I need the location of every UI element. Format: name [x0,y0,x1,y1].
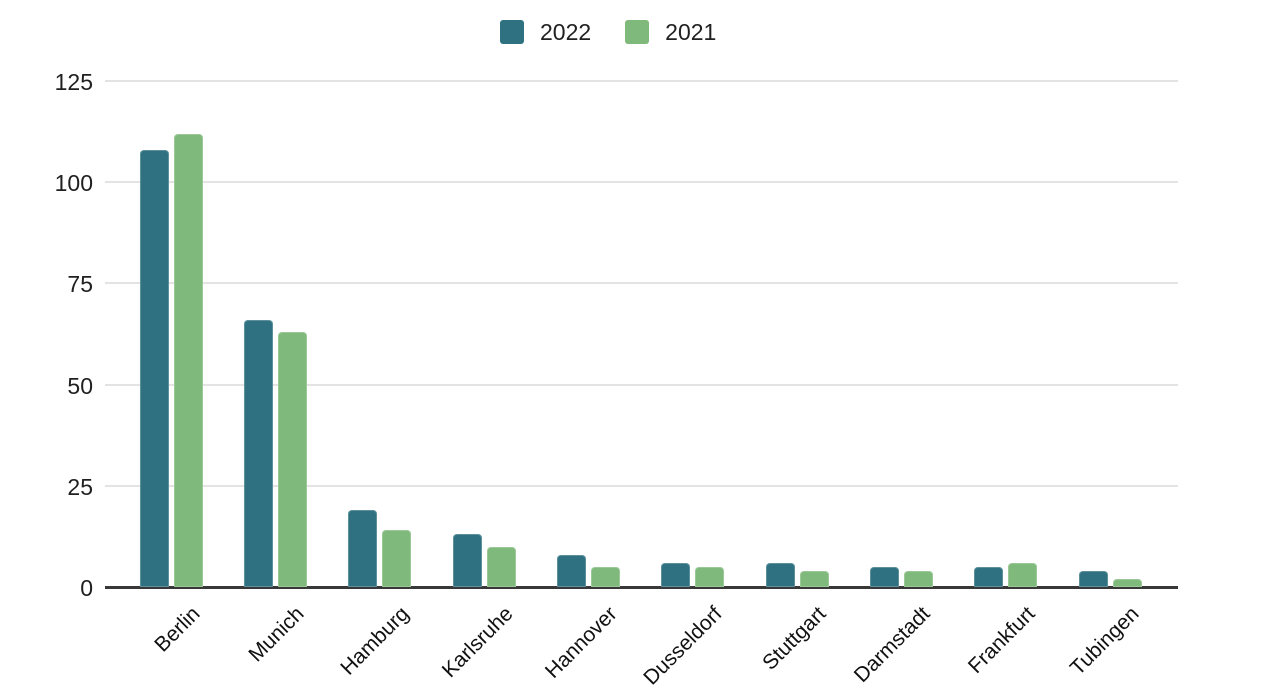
bar-frankfurt-2022[interactable] [974,566,1004,587]
bar-stuttgart-2022[interactable] [765,562,795,587]
gridline-75 [105,282,1178,285]
bar-frankfurt-2021[interactable] [1008,562,1038,587]
x-axis-label-hamburg: Hamburg [335,602,414,680]
x-axis-label-berlin: Berlin [150,602,205,657]
y-axis-tick-label-0: 0 [80,575,93,601]
x-axis-label-tubingen: Tubingen [1066,602,1144,680]
bar-stuttgart-2021[interactable] [799,570,829,587]
bar-hamburg-2022[interactable] [348,510,378,587]
legend-item-2022: 2022 [500,20,591,44]
bar-tubingen-2021[interactable] [1112,578,1142,587]
legend-label-2022: 2022 [540,19,592,45]
bar-karlsruhe-2021[interactable] [486,546,516,587]
x-axis-label-karlsruhe: Karlsruhe [437,602,518,683]
bar-berlin-2022[interactable] [139,149,169,587]
gridline-100 [105,181,1178,184]
y-axis-tick-label-75: 75 [67,271,93,298]
legend-swatch-2021 [625,20,650,44]
plot-area: 0 25 50 75 100 125 Berlin Munich Hamburg Karlsruh… [55,69,1178,690]
x-axis-line [105,586,1178,589]
bar-darmstadt-2022[interactable] [869,566,899,587]
x-axis-label-dusseldorf: Dusseldorf [639,602,727,690]
bar-karlsruhe-2022[interactable] [452,534,482,587]
chart-legend: 2022 2021 [500,20,716,44]
x-axis-label-darmstadt: Darmstadt [850,602,935,688]
legend-label-2021: 2021 [665,19,717,45]
bar-darmstadt-2021[interactable] [903,570,933,587]
bar-munich-2022[interactable] [243,319,273,587]
bar-hamburg-2021[interactable] [382,530,412,587]
bar-munich-2021[interactable] [277,331,307,587]
y-axis-tick-label-100: 100 [54,170,93,197]
y-axis-tick-label-25: 25 [67,473,93,500]
bar-berlin-2021[interactable] [173,133,203,587]
legend-item-2021: 2021 [625,20,716,44]
x-axis-label-stuttgart: Stuttgart [758,602,831,675]
gridline-50 [105,383,1178,386]
bar-hannover-2021[interactable] [590,566,620,587]
x-axis-label-frankfurt: Frankfurt [963,602,1040,678]
bar-dusseldorf-2022[interactable] [661,562,691,587]
bar-hannover-2022[interactable] [556,554,586,587]
x-axis-label-hannover: Hannover [541,602,622,683]
bar-tubingen-2022[interactable] [1078,570,1108,587]
y-axis-tick-label-50: 50 [67,372,93,399]
bar-dusseldorf-2021[interactable] [695,566,725,587]
x-axis-label-munich: Munich [244,602,309,667]
legend-swatch-2022 [500,20,524,44]
gridline-25 [105,484,1178,487]
gridline-125 [105,80,1178,82]
y-axis-tick-label-125: 125 [54,69,93,95]
